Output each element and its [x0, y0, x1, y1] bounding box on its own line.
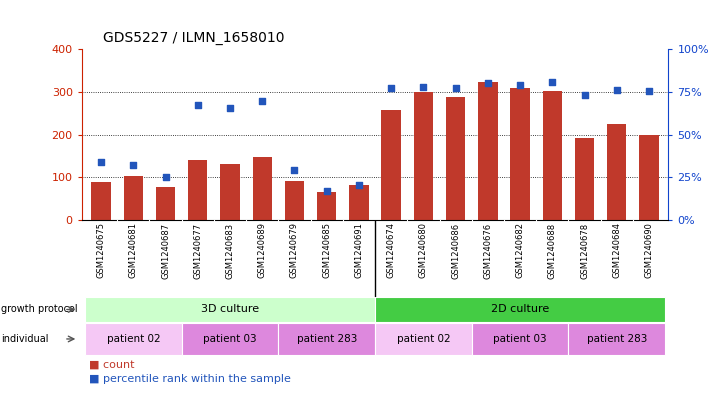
- Bar: [285, 181, 304, 220]
- Text: ■ percentile rank within the sample: ■ percentile rank within the sample: [89, 374, 291, 384]
- Text: GSM1240678: GSM1240678: [580, 222, 589, 279]
- Point: [643, 87, 655, 94]
- Bar: [375, 297, 665, 322]
- Text: patient 283: patient 283: [296, 334, 357, 344]
- Text: growth protocol: growth protocol: [1, 305, 77, 314]
- Text: GSM1240681: GSM1240681: [129, 222, 138, 278]
- Point: [482, 80, 493, 86]
- Bar: [188, 160, 208, 220]
- Bar: [479, 83, 498, 220]
- Text: GDS5227 / ILMN_1658010: GDS5227 / ILMN_1658010: [103, 31, 284, 45]
- Text: GSM1240690: GSM1240690: [644, 222, 653, 278]
- Text: GSM1240685: GSM1240685: [322, 222, 331, 278]
- Text: patient 03: patient 03: [203, 334, 257, 344]
- Point: [192, 101, 203, 108]
- Point: [257, 98, 268, 105]
- Text: GSM1240674: GSM1240674: [387, 222, 395, 278]
- Point: [547, 79, 558, 86]
- Text: GSM1240682: GSM1240682: [515, 222, 525, 278]
- Bar: [92, 182, 111, 220]
- Bar: [607, 124, 626, 220]
- Text: GSM1240679: GSM1240679: [290, 222, 299, 278]
- Point: [385, 84, 397, 91]
- Text: patient 03: patient 03: [493, 334, 547, 344]
- Text: 2D culture: 2D culture: [491, 305, 549, 314]
- Bar: [85, 297, 375, 322]
- Bar: [471, 323, 568, 355]
- Text: GSM1240675: GSM1240675: [97, 222, 106, 278]
- Point: [128, 162, 139, 169]
- Point: [450, 84, 461, 91]
- Point: [225, 105, 236, 111]
- Text: GSM1240686: GSM1240686: [451, 222, 460, 279]
- Bar: [446, 97, 465, 220]
- Bar: [575, 138, 594, 220]
- Point: [514, 82, 525, 88]
- Bar: [639, 134, 658, 220]
- Text: patient 02: patient 02: [107, 334, 160, 344]
- Bar: [156, 187, 175, 220]
- Bar: [382, 110, 401, 220]
- Text: GSM1240691: GSM1240691: [355, 222, 363, 278]
- Text: GSM1240684: GSM1240684: [612, 222, 621, 278]
- Text: GSM1240689: GSM1240689: [258, 222, 267, 278]
- Bar: [252, 157, 272, 220]
- Bar: [220, 163, 240, 220]
- Bar: [182, 323, 279, 355]
- Bar: [279, 323, 375, 355]
- Bar: [414, 92, 433, 220]
- Bar: [568, 323, 665, 355]
- Text: GSM1240677: GSM1240677: [193, 222, 203, 279]
- Text: individual: individual: [1, 334, 48, 344]
- Bar: [375, 323, 471, 355]
- Text: GSM1240687: GSM1240687: [161, 222, 170, 279]
- Text: GSM1240688: GSM1240688: [547, 222, 557, 279]
- Point: [417, 84, 429, 90]
- Text: patient 02: patient 02: [397, 334, 450, 344]
- Text: GSM1240680: GSM1240680: [419, 222, 428, 278]
- Point: [579, 92, 590, 98]
- Point: [611, 87, 622, 93]
- Text: GSM1240676: GSM1240676: [483, 222, 492, 279]
- Point: [160, 174, 171, 180]
- Text: 3D culture: 3D culture: [201, 305, 259, 314]
- Text: GSM1240683: GSM1240683: [225, 222, 235, 279]
- Point: [321, 188, 333, 194]
- Bar: [85, 323, 182, 355]
- Bar: [317, 192, 336, 220]
- Bar: [510, 88, 530, 220]
- Point: [95, 159, 107, 165]
- Bar: [349, 185, 368, 220]
- Bar: [542, 91, 562, 220]
- Point: [289, 167, 300, 173]
- Text: ■ count: ■ count: [89, 360, 134, 370]
- Text: patient 283: patient 283: [587, 334, 647, 344]
- Point: [353, 182, 365, 188]
- Bar: [124, 176, 143, 220]
